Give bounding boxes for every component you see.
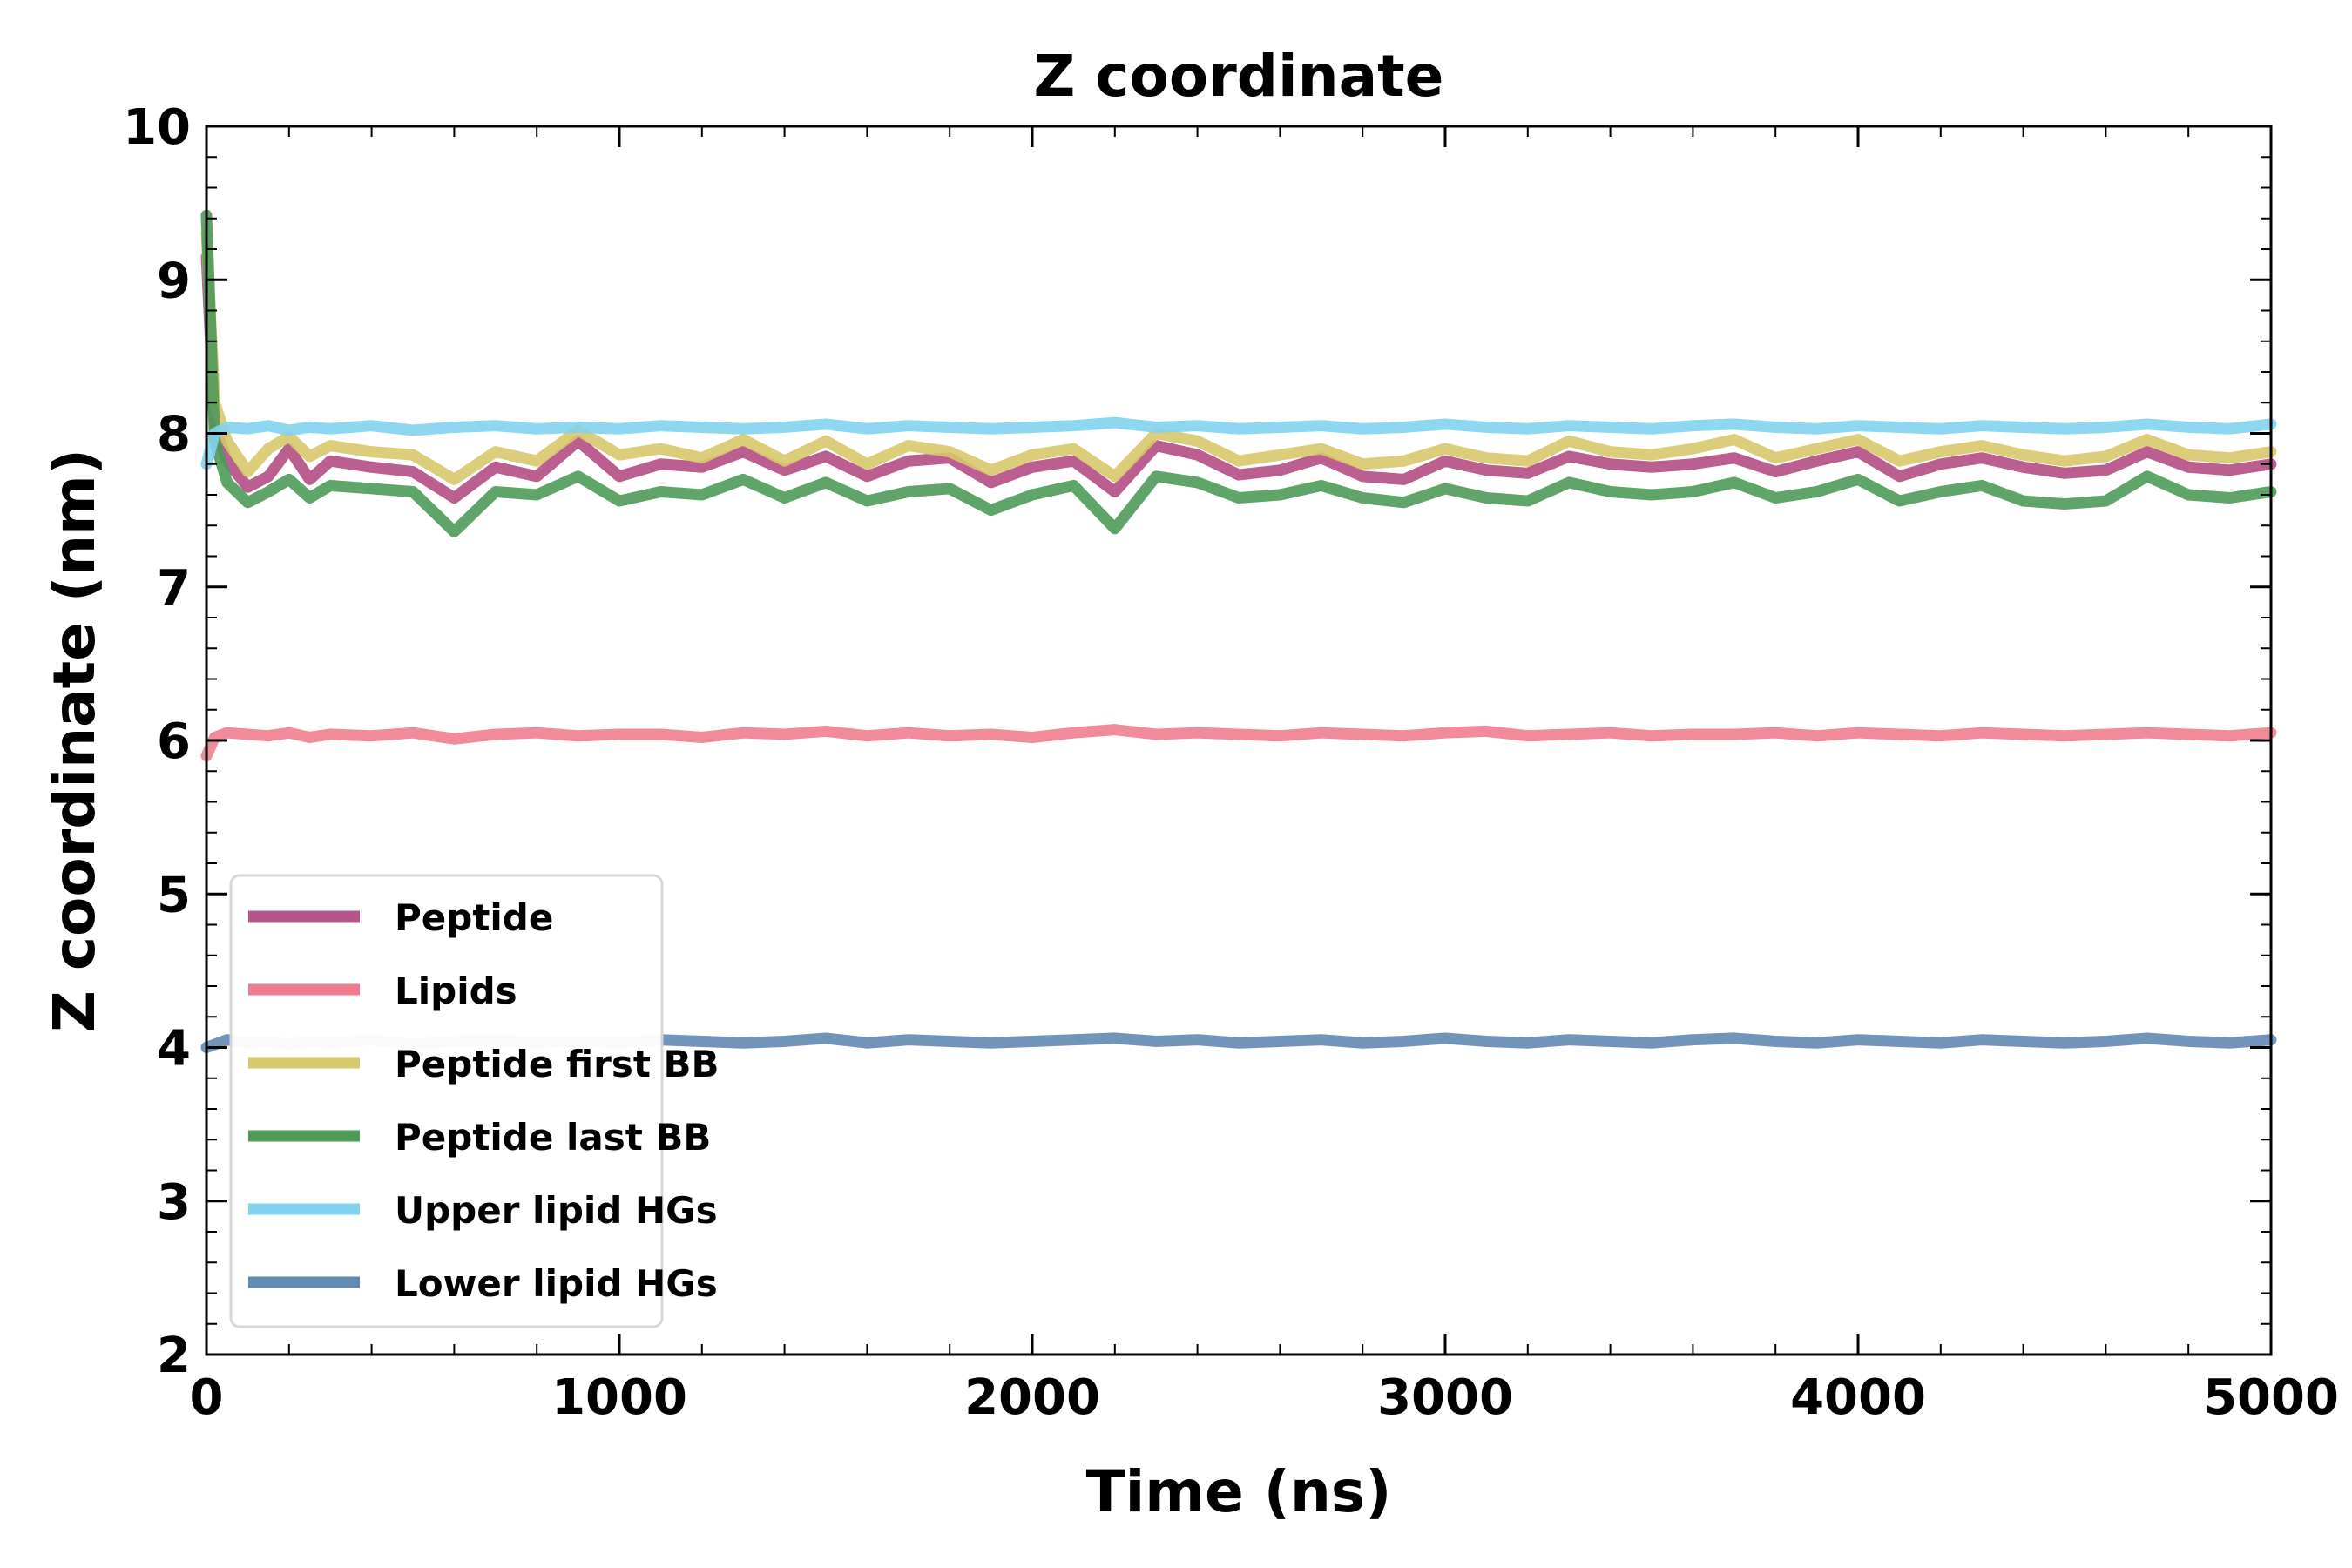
y-tick-label: 2: [157, 1328, 191, 1384]
x-tick-label: 5000: [2203, 1369, 2339, 1426]
x-tick-label: 0: [190, 1369, 224, 1426]
legend-label: Lipids: [395, 970, 517, 1012]
series-line-peptide-first-bb: [200, 227, 2277, 485]
x-tick-label: 1000: [551, 1369, 687, 1426]
series-line-lipids: [200, 724, 2277, 762]
y-tick-label: 8: [157, 407, 191, 463]
y-tick-label: 3: [157, 1174, 191, 1231]
legend-label: Lower lipid HGs: [395, 1262, 718, 1305]
legend-label: Peptide first BB: [395, 1043, 720, 1085]
legend-label: Upper lipid HGs: [395, 1189, 718, 1232]
legend-item: Lower lipid HGs: [248, 1262, 718, 1305]
legend-item: Peptide: [248, 896, 553, 939]
y-tick-label: 10: [123, 99, 191, 156]
series-line-peptide-last-bb: [200, 209, 2277, 537]
legend-label: Peptide: [395, 896, 553, 939]
legend-item: Upper lipid HGs: [248, 1189, 718, 1232]
x-tick-label: 2000: [964, 1369, 1100, 1426]
x-tick-label: 4000: [1790, 1369, 1926, 1426]
x-axis-label: Time (ns): [1086, 1458, 1392, 1525]
x-tick-label: 3000: [1377, 1369, 1513, 1426]
legend-label: Peptide last BB: [395, 1116, 711, 1159]
legend: Peptide Lipids Peptide first BB Peptide las…: [229, 874, 720, 1328]
legend-item: Peptide first BB: [248, 1043, 720, 1085]
y-tick-label: 5: [157, 867, 191, 923]
chart-title: Z coordinate: [1034, 43, 1444, 110]
y-tick-label: 4: [157, 1021, 191, 1078]
legend-box: [229, 874, 664, 1328]
legend-item: Peptide last BB: [248, 1116, 711, 1159]
y-tick-label: 6: [157, 713, 191, 770]
axes: 0 1000 2000 3000 4000 5000 2 3 4 5 6 7 8 9 10: [123, 99, 2339, 1426]
y-tick-label: 7: [157, 560, 191, 617]
y-axis-label: Z coordinate (nm): [41, 449, 108, 1032]
series-line-peptide: [200, 251, 2277, 504]
y-tick-label: 9: [157, 253, 191, 309]
series-line-upper-lipid-hgs: [200, 416, 2277, 470]
legend-item: Lipids: [248, 970, 517, 1012]
